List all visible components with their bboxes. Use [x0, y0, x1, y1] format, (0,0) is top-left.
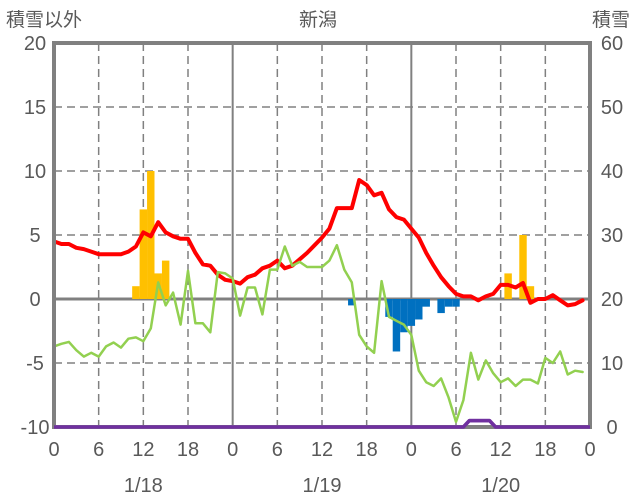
x-tick-label: 6 [272, 439, 283, 461]
right-tick-label: 60 [601, 33, 623, 55]
chart-title: 新潟 [299, 9, 337, 31]
x-tick-label: 18 [534, 439, 556, 461]
right-tick-label: 0 [606, 417, 617, 439]
date-label: 1/19 [303, 475, 342, 497]
x-tick-label: 0 [48, 439, 59, 461]
left-tick-label: -5 [26, 353, 44, 375]
x-tick-label: 12 [311, 439, 333, 461]
bar-positive [139, 209, 148, 299]
x-tick-label: 0 [227, 439, 238, 461]
right-axis-title: 積雪 [592, 9, 630, 31]
bar-negative [400, 299, 408, 333]
gridlines [54, 43, 590, 427]
bars [132, 171, 535, 352]
bar-negative [437, 299, 445, 314]
x-tick-label: 0 [584, 439, 595, 461]
left-tick-label: 10 [24, 161, 46, 183]
date-label: 1/18 [124, 475, 163, 497]
bar-positive [519, 235, 527, 299]
bar-negative [444, 299, 453, 307]
right-tick-label: 30 [601, 225, 623, 247]
left-tick-label: 20 [24, 33, 46, 55]
x-tick-label: 18 [177, 439, 199, 461]
bar-negative [407, 299, 416, 326]
left-axis-title: 積雪以外 [6, 9, 82, 31]
x-tick-label: 6 [450, 439, 461, 461]
plot-frame [52, 41, 592, 429]
series-line-red [52, 178, 585, 308]
left-tick-label: 5 [29, 225, 40, 247]
bar-negative [348, 299, 356, 306]
x-tick-label: 0 [406, 439, 417, 461]
left-tick-label: -10 [21, 417, 50, 439]
bar-negative [452, 299, 460, 307]
x-tick-label: 12 [490, 439, 512, 461]
bar-positive [132, 286, 140, 299]
bar-negative [392, 299, 401, 352]
x-tick-label: 6 [93, 439, 104, 461]
bar-positive [161, 260, 170, 299]
left-tick-label: 15 [24, 97, 46, 119]
right-tick-label: 10 [601, 353, 623, 375]
series-line-green [52, 243, 584, 424]
bar-positive [526, 286, 535, 299]
bar-negative [415, 299, 423, 320]
bar-negative [385, 299, 393, 317]
x-tick-label: 12 [132, 439, 154, 461]
date-label: 1/20 [481, 475, 520, 497]
right-tick-label: 50 [601, 97, 623, 119]
right-tick-label: 20 [601, 289, 623, 311]
right-tick-label: 40 [601, 161, 623, 183]
series-line-purple-overlay [54, 418, 590, 429]
bar-negative [422, 299, 430, 307]
left-tick-label: 0 [29, 289, 40, 311]
x-tick-label: 18 [356, 439, 378, 461]
